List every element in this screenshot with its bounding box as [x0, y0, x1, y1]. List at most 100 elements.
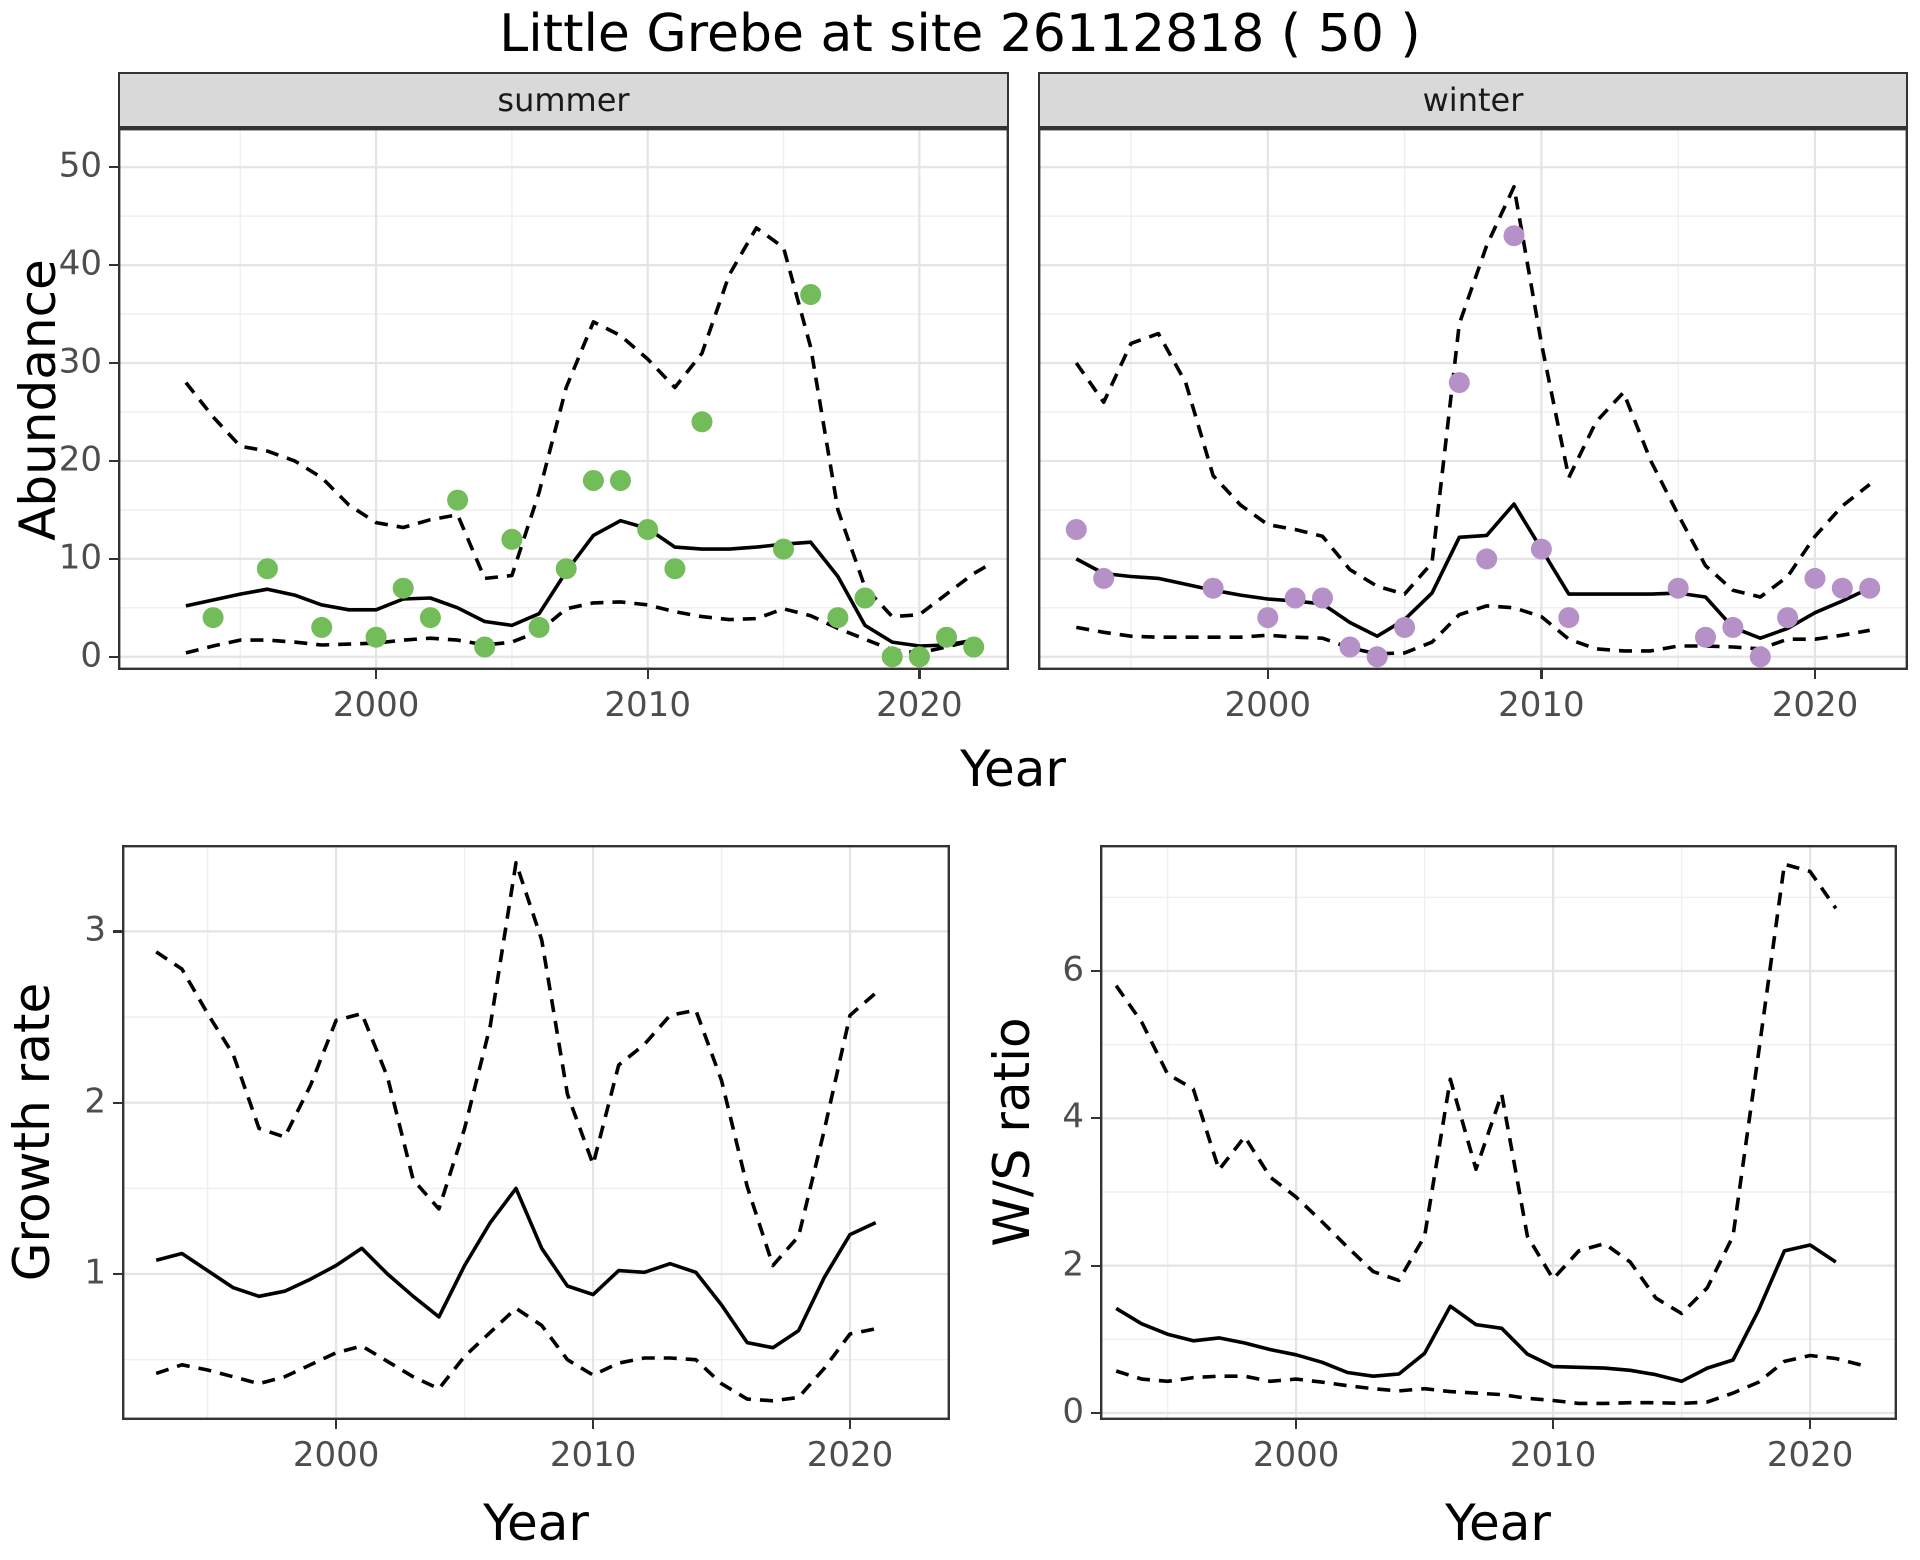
summer-y-tick-label: 40 — [58, 243, 102, 284]
facet-strip-summer-label: summer — [497, 81, 630, 119]
winter-obs-point — [1448, 372, 1470, 394]
winter-x-tick-mark — [1813, 670, 1817, 679]
summer-obs-point — [936, 626, 957, 648]
abundance-axis-title: Abundance — [9, 259, 67, 541]
growth-x-tick-label: 2020 — [806, 1435, 894, 1475]
summer-obs-point — [447, 489, 469, 511]
winter-obs-point — [1284, 587, 1306, 609]
summer-y-tick-label: 0 — [80, 635, 102, 676]
winter-obs-point — [1065, 519, 1087, 540]
winter-obs-point — [1749, 646, 1771, 668]
page-title: Little Grebe at site 26112818 ( 50 ) — [499, 4, 1421, 64]
growth-x-tick-mark — [591, 1420, 595, 1429]
facet-strip-winter: winter — [1038, 72, 1908, 128]
growth-ci-upper-line — [155, 861, 877, 1268]
summer-panel — [118, 128, 1009, 670]
winter-obs-point — [1804, 567, 1826, 589]
growth-y-tick-mark — [113, 1272, 122, 1276]
winter-obs-point — [1722, 616, 1744, 638]
summer-obs-point — [528, 616, 550, 638]
summer-obs-point — [773, 538, 794, 560]
growth-x-tick-mark — [848, 1420, 852, 1429]
facet-strip-summer: summer — [118, 72, 1009, 128]
growth-ci-lower-line — [155, 1306, 877, 1403]
summer-y-tick-mark — [109, 263, 118, 267]
winter-x-tick-label: 2010 — [1498, 685, 1585, 725]
winter-obs-point — [1695, 626, 1716, 648]
growth-y-tick-mark — [113, 1101, 122, 1104]
summer-obs-point — [637, 519, 659, 540]
growth-panel — [122, 844, 950, 1420]
winter-obs-point — [1558, 607, 1580, 629]
ws-y-tick-label: 2 — [1062, 1244, 1084, 1285]
summer-x-tick-mark — [918, 670, 921, 679]
top-x-axis-title: Year — [960, 740, 1066, 798]
ws-y-tick-mark — [1091, 969, 1100, 973]
winter-obs-point — [1503, 225, 1525, 247]
winter-ci-upper-line — [1074, 185, 1871, 599]
summer-obs-point — [908, 646, 930, 668]
growth-x-tick-label: 2010 — [549, 1435, 637, 1475]
summer-obs-point — [963, 636, 985, 658]
summer-obs-point — [365, 626, 387, 648]
summer-obs-point — [691, 411, 713, 433]
ws-x-tick-label: 2010 — [1509, 1435, 1597, 1475]
winter-panel — [1038, 128, 1908, 670]
summer-x-tick-label: 2010 — [604, 685, 691, 725]
summer-obs-point — [610, 470, 631, 491]
growth-y-tick-label: 3 — [84, 909, 106, 950]
growth-panel-border — [122, 845, 950, 1420]
winter-obs-point — [1667, 577, 1689, 599]
winter-obs-point — [1831, 577, 1853, 599]
summer-x-tick-mark — [646, 670, 649, 679]
summer-obs-point — [474, 636, 496, 658]
ws-ci-upper-line — [1114, 862, 1838, 1316]
winter-obs-point — [1093, 567, 1115, 589]
summer-fit-line — [185, 518, 975, 648]
growth-y-tick-mark — [113, 930, 122, 933]
summer-obs-point — [419, 607, 441, 629]
summer-x-tick-mark — [374, 670, 378, 679]
winter-obs-point — [1202, 577, 1224, 599]
winter-fit-line — [1075, 502, 1871, 640]
growth-x-axis-title: Year — [483, 1494, 589, 1552]
ws-y-tick-mark — [1091, 1264, 1100, 1267]
winter-ci-lower-line — [1075, 604, 1871, 656]
ws-x-tick-mark — [1294, 1420, 1298, 1429]
summer-y-tick-mark — [109, 166, 118, 169]
summer-obs-point — [582, 470, 604, 491]
growth-fit-line — [155, 1186, 877, 1350]
summer-y-tick-label: 30 — [58, 341, 102, 382]
winter-obs-point — [1339, 636, 1361, 658]
winter-obs-point — [1394, 616, 1416, 638]
growth-y-tick-label: 1 — [84, 1252, 106, 1293]
growth-rate-axis-title: Growth rate — [3, 982, 61, 1282]
summer-obs-point — [800, 284, 822, 305]
ws-y-tick-label: 4 — [1062, 1096, 1084, 1137]
winter-obs-point — [1859, 577, 1881, 599]
ws-x-tick-mark — [1551, 1420, 1555, 1429]
summer-obs-point — [827, 607, 849, 629]
summer-obs-point — [501, 528, 523, 550]
growth-x-tick-mark — [334, 1420, 338, 1429]
ws-x-axis-title: Year — [1445, 1494, 1551, 1552]
summer-obs-point — [854, 587, 876, 609]
ws-ratio-axis-title: W/S ratio — [983, 1017, 1041, 1247]
growth-y-tick-label: 2 — [84, 1081, 106, 1122]
summer-obs-point — [881, 646, 903, 668]
ws-panel-border — [1100, 845, 1897, 1420]
ws-panel — [1100, 845, 1897, 1420]
summer-obs-point — [664, 558, 686, 580]
summer-y-tick-mark — [109, 655, 118, 658]
summer-y-tick-label: 20 — [58, 439, 102, 480]
ws-fit-line — [1115, 1243, 1837, 1384]
summer-y-tick-mark — [109, 557, 118, 561]
ws-y-tick-label: 6 — [1062, 949, 1084, 990]
summer-obs-point — [202, 607, 224, 629]
ws-ci-lower-line — [1115, 1353, 1862, 1406]
winter-x-tick-mark — [1540, 670, 1543, 679]
summer-obs-point — [392, 577, 414, 599]
summer-obs-point — [555, 558, 577, 580]
ws-x-tick-mark — [1808, 1420, 1812, 1429]
winter-x-tick-label: 2020 — [1771, 685, 1859, 725]
